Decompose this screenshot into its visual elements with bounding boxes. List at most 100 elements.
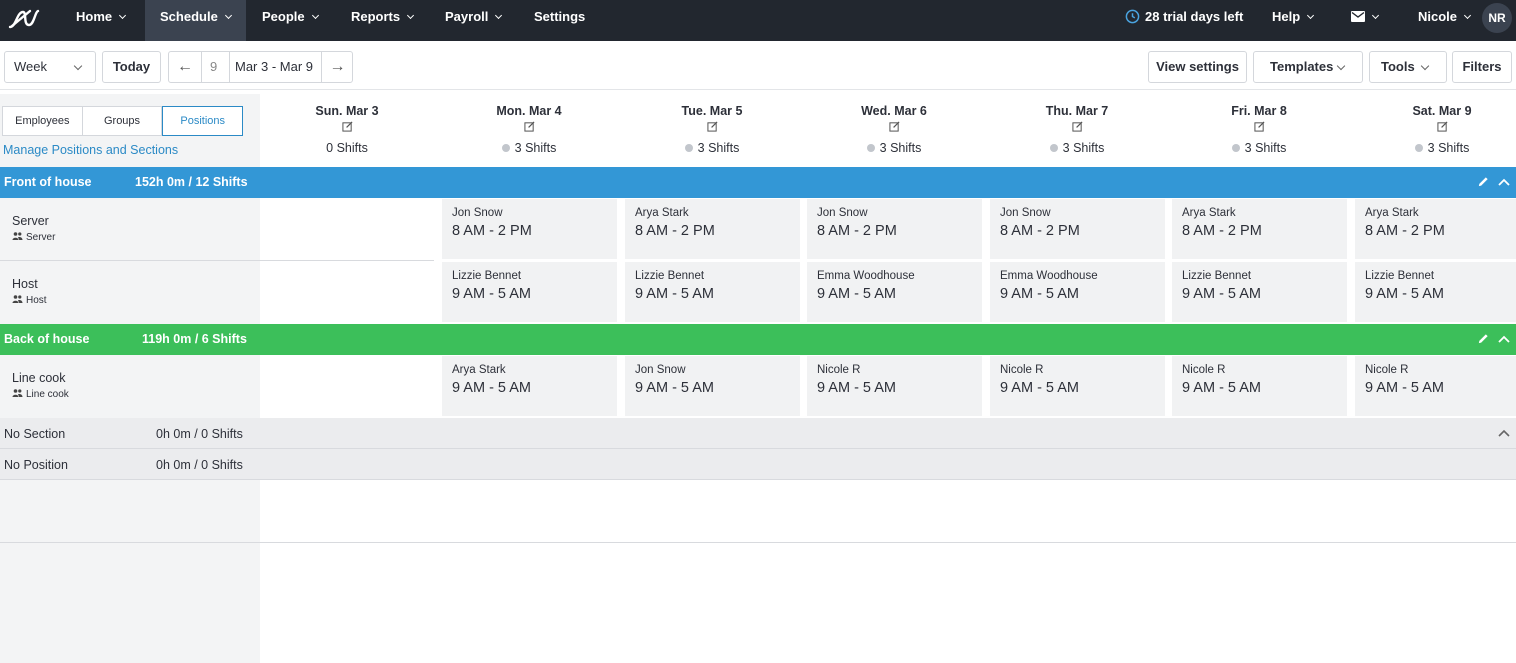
shift-time: 9 AM - 5 AM (817, 286, 896, 302)
tools-label: Tools (1381, 59, 1415, 74)
chevron-up-icon[interactable] (1498, 177, 1510, 187)
nav-settings[interactable]: Settings (534, 0, 585, 41)
edit-icon[interactable] (341, 121, 353, 132)
shift-card[interactable]: Emma Woodhouse 9 AM - 5 AM (990, 262, 1165, 322)
trial-days-link[interactable]: 28 trial days left (1125, 0, 1243, 41)
shift-card[interactable]: Jon Snow 8 AM - 2 PM (990, 199, 1165, 259)
tab-groups[interactable]: Groups (82, 106, 163, 136)
day-shift-count: 0 Shifts (256, 141, 438, 155)
tab-employees[interactable]: Employees (2, 106, 83, 136)
shift-employee: Lizzie Bennet (1182, 270, 1252, 282)
shift-card[interactable]: Lizzie Bennet 9 AM - 5 AM (1355, 262, 1516, 322)
nav-home[interactable]: Home (76, 0, 127, 41)
position-name[interactable]: Server (12, 214, 49, 228)
edit-icon[interactable] (1253, 121, 1265, 132)
shift-card[interactable]: Arya Stark 8 AM - 2 PM (1355, 199, 1516, 259)
prev-week-button[interactable]: ← (177, 58, 193, 75)
avatar[interactable]: NR (1482, 3, 1512, 33)
shift-card[interactable]: Emma Woodhouse 9 AM - 5 AM (807, 262, 982, 322)
nav-schedule[interactable]: Schedule (145, 0, 246, 41)
tools-button[interactable]: Tools (1369, 51, 1447, 83)
shift-card[interactable]: Lizzie Bennet 9 AM - 5 AM (1172, 262, 1347, 322)
edit-icon[interactable] (888, 121, 900, 132)
chevron-up-icon[interactable] (1498, 428, 1510, 438)
position-name[interactable]: Host (12, 277, 38, 291)
next-week-button[interactable]: → (329, 58, 346, 75)
templates-label: Templates (1270, 59, 1334, 74)
view-select-value: Week (14, 59, 47, 74)
templates-button[interactable]: Templates (1253, 51, 1363, 83)
shift-card[interactable]: Arya Stark 8 AM - 2 PM (625, 199, 800, 259)
empty-shift-cell[interactable] (260, 355, 434, 417)
tab-positions[interactable]: Positions (162, 106, 244, 136)
view-select[interactable]: Week (4, 51, 96, 83)
chevron-down-icon (1336, 61, 1346, 71)
empty-shift-cell[interactable] (260, 198, 434, 260)
day-count-label: 3 Shifts (514, 141, 557, 155)
day-title[interactable]: Sun. Mar 3 (315, 104, 379, 118)
pencil-icon[interactable] (1477, 332, 1490, 345)
nav-payroll[interactable]: Payroll (445, 0, 503, 41)
user-menu[interactable]: Nicole (1418, 0, 1472, 41)
position-name[interactable]: Line cook (12, 371, 66, 385)
nav-people-label: People (262, 9, 305, 24)
manage-positions-link[interactable]: Manage Positions and Sections (3, 143, 179, 157)
section-back-of-house[interactable]: Back of house 119h 0m / 6 Shifts (0, 324, 1516, 355)
day-title[interactable]: Fri. Mar 8 (1231, 104, 1287, 118)
shift-card[interactable]: Lizzie Bennet 9 AM - 5 AM (442, 262, 617, 322)
app-logo-icon[interactable] (8, 8, 40, 30)
chevron-down-icon (1307, 11, 1315, 20)
nav-home-label: Home (76, 9, 113, 24)
day-title[interactable]: Mon. Mar 4 (496, 104, 562, 118)
status-dot-icon (1414, 144, 1423, 152)
status-dot-icon (866, 144, 875, 152)
day-header: Sun. Mar 3 0 Shifts (256, 104, 438, 155)
shift-card[interactable]: Arya Stark 9 AM - 5 AM (442, 356, 617, 416)
shift-card[interactable]: Jon Snow 8 AM - 2 PM (807, 199, 982, 259)
day-title[interactable]: Tue. Mar 5 (681, 104, 743, 118)
shift-employee: Nicole R (817, 364, 861, 376)
shift-card[interactable]: Nicole R 9 AM - 5 AM (990, 356, 1165, 416)
nav-people[interactable]: People (262, 0, 319, 41)
edit-icon[interactable] (706, 121, 718, 132)
top-navigation: Home Schedule People Reports Payroll Set… (0, 0, 1516, 41)
position-group: Line cook (12, 389, 69, 400)
nav-help[interactable]: Help (1272, 0, 1315, 41)
shift-card[interactable]: Jon Snow 9 AM - 5 AM (625, 356, 800, 416)
nav-reports[interactable]: Reports (351, 0, 415, 41)
shift-card[interactable]: Nicole R 9 AM - 5 AM (1172, 356, 1347, 416)
edit-icon[interactable] (523, 121, 535, 132)
nav-settings-label: Settings (534, 9, 586, 24)
pencil-icon[interactable] (1477, 175, 1490, 188)
chevron-up-icon[interactable] (1498, 334, 1510, 344)
section-name: Back of house (4, 332, 90, 346)
shift-employee: Emma Woodhouse (817, 270, 915, 282)
people-icon (12, 389, 23, 397)
filters-button[interactable]: Filters (1452, 51, 1512, 83)
day-title[interactable]: Wed. Mar 6 (861, 104, 927, 118)
date-range[interactable]: Mar 3 - Mar 9 (235, 59, 314, 74)
day-header: Sat. Mar 9 3 Shifts (1351, 104, 1516, 155)
day-count-label: 3 Shifts (879, 141, 922, 155)
chevron-down-icon (407, 11, 415, 20)
no-section-bar[interactable]: No Section 0h 0m / 0 Shifts (0, 418, 1516, 449)
shift-card[interactable]: Arya Stark 8 AM - 2 PM (1172, 199, 1347, 259)
day-title[interactable]: Sat. Mar 9 (1412, 104, 1472, 118)
shift-time: 9 AM - 5 AM (1182, 380, 1261, 396)
today-button[interactable]: Today (102, 51, 161, 83)
view-settings-button[interactable]: View settings (1148, 51, 1247, 83)
messages-menu[interactable] (1351, 0, 1380, 41)
section-front-of-house[interactable]: Front of house 152h 0m / 12 Shifts (0, 167, 1516, 198)
shift-card[interactable]: Jon Snow 8 AM - 2 PM (442, 199, 617, 259)
no-position-bar[interactable]: No Position 0h 0m / 0 Shifts (0, 449, 1516, 480)
shift-card[interactable]: Lizzie Bennet 9 AM - 5 AM (625, 262, 800, 322)
shift-card[interactable]: Nicole R 9 AM - 5 AM (1355, 356, 1516, 416)
edit-icon[interactable] (1071, 121, 1083, 132)
day-title[interactable]: Thu. Mar 7 (1045, 104, 1109, 118)
edit-icon[interactable] (1436, 121, 1448, 132)
shift-card[interactable]: Nicole R 9 AM - 5 AM (807, 356, 982, 416)
shift-time: 9 AM - 5 AM (452, 286, 531, 302)
shift-employee: Jon Snow (1000, 207, 1051, 219)
shift-time: 8 AM - 2 PM (817, 223, 897, 239)
empty-shift-cell[interactable] (260, 261, 434, 323)
